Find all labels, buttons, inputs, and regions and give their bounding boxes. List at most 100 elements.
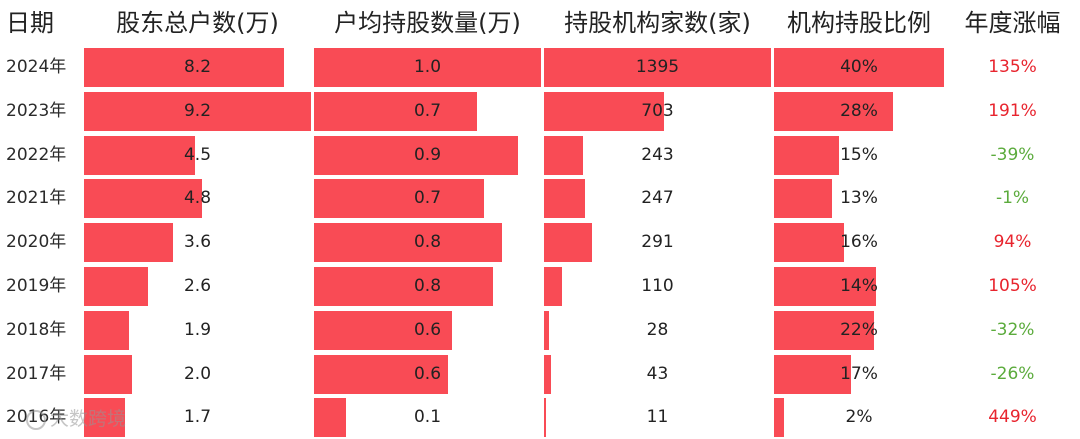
- annual-change-value: 105%: [988, 276, 1037, 296]
- value-holders: 8.2: [183, 57, 212, 77]
- header-date: 日期: [6, 9, 54, 37]
- table-row: 2022年 4.5 0.9 243 15% -39%: [0, 134, 1080, 177]
- cell-per-holder: 0.6: [314, 310, 541, 350]
- cell-per-holder: 0.9: [314, 135, 541, 175]
- bar-institutions: [544, 48, 771, 87]
- watermark-logo-icon: [26, 409, 46, 430]
- value-inst-ratio: 17%: [840, 363, 878, 384]
- bar-institutions: [544, 135, 583, 175]
- value-institutions: 28: [646, 319, 669, 340]
- table-row: 2016年 1.7 0.1 11 2% 449%: [0, 396, 1080, 439]
- value-holders: 9.2: [183, 100, 212, 121]
- cell-institutions: 110: [544, 267, 771, 306]
- cell-per-holder: 0.8: [314, 267, 541, 306]
- bar-inst-ratio: [774, 354, 851, 394]
- bar-institutions: [544, 223, 592, 263]
- cell-holders: 2.0: [84, 354, 311, 394]
- value-per-holder: 0.8: [413, 232, 442, 253]
- value-institutions: 43: [646, 363, 669, 384]
- value-inst-ratio: 13%: [840, 188, 878, 209]
- annual-change-value: -39%: [990, 144, 1035, 165]
- bar-holders: [84, 398, 125, 438]
- bar-institutions: [544, 179, 585, 219]
- annual-change-value: 94%: [993, 232, 1032, 253]
- cell-holders: 2.6: [84, 267, 311, 306]
- bar-inst-ratio: [774, 223, 844, 263]
- bar-per-holder: [314, 48, 541, 87]
- cell-holders: 4.8: [84, 179, 311, 219]
- annual-change-value: 135%: [988, 57, 1037, 77]
- bar-per-holder: [314, 223, 502, 263]
- header-per-holder: 户均持股数量(万): [334, 9, 521, 37]
- header-annual-change: 年度涨幅: [964, 9, 1061, 37]
- cell-inst-ratio: 13%: [774, 179, 944, 219]
- cell-per-holder: 0.8: [314, 223, 541, 263]
- annual-change-value: -32%: [990, 319, 1035, 340]
- cell-inst-ratio: 16%: [774, 223, 944, 263]
- bar-inst-ratio: [774, 179, 832, 219]
- row-date: 2019年: [6, 276, 67, 296]
- row-date: 2024年: [6, 57, 67, 77]
- annual-change-value: -1%: [995, 188, 1030, 209]
- value-per-holder: 0.9: [413, 144, 442, 165]
- table-row: 2021年 4.8 0.7 247 13% -1%: [0, 177, 1080, 220]
- row-date: 2017年: [6, 363, 67, 384]
- cell-inst-ratio: 17%: [774, 354, 944, 394]
- value-per-holder: 0.8: [413, 276, 442, 296]
- bar-holders: [84, 223, 173, 263]
- table-row: 2018年 1.9 0.6 28 22% -32%: [0, 309, 1080, 352]
- cell-institutions: 43: [544, 354, 771, 394]
- cell-institutions: 291: [544, 223, 771, 263]
- value-holders: 2.0: [183, 363, 212, 384]
- row-date: 2022年: [6, 144, 67, 165]
- value-per-holder: 0.1: [413, 407, 442, 428]
- bar-per-holder: [314, 267, 493, 306]
- bar-holders: [84, 267, 148, 306]
- cell-per-holder: 0.7: [314, 91, 541, 131]
- bar-inst-ratio: [774, 267, 876, 306]
- bar-holders: [84, 179, 202, 219]
- bar-per-holder: [314, 398, 346, 438]
- value-inst-ratio: 15%: [840, 144, 878, 165]
- header-inst-ratio: 机构持股比例: [787, 9, 931, 37]
- value-per-holder: 0.6: [413, 363, 442, 384]
- cell-institutions: 11: [544, 398, 771, 438]
- bar-institutions: [544, 310, 549, 350]
- cell-institutions: 243: [544, 135, 771, 175]
- bar-inst-ratio: [774, 48, 944, 87]
- bar-per-holder: [314, 310, 452, 350]
- table-row: 2017年 2.0 0.6 43 17% -26%: [0, 353, 1080, 396]
- row-date: 2021年: [6, 188, 67, 209]
- bar-per-holder: [314, 135, 518, 175]
- value-inst-ratio: 2%: [845, 407, 873, 428]
- bar-inst-ratio: [774, 135, 839, 175]
- cell-holders: 1.9: [84, 310, 311, 350]
- value-per-holder: 1.0: [413, 57, 442, 77]
- value-holders: 2.6: [183, 276, 212, 296]
- value-inst-ratio: 40%: [840, 57, 878, 77]
- value-holders: 4.5: [183, 144, 212, 165]
- row-date: 2020年: [6, 232, 67, 253]
- cell-institutions: 703: [544, 91, 771, 131]
- value-inst-ratio: 16%: [840, 232, 878, 253]
- bar-holders: [84, 310, 129, 350]
- bar-holders: [84, 91, 311, 131]
- watermark: 大数跨境: [26, 404, 126, 434]
- cell-inst-ratio: 28%: [774, 91, 944, 131]
- cell-holders: 8.2: [84, 48, 311, 87]
- row-date: 2023年: [6, 100, 67, 121]
- value-per-holder: 0.7: [413, 100, 442, 121]
- value-per-holder: 0.6: [413, 319, 442, 340]
- annual-change-value: 191%: [988, 100, 1037, 121]
- cell-inst-ratio: 40%: [774, 48, 944, 87]
- bar-institutions: [544, 398, 546, 438]
- cell-institutions: 1395: [544, 48, 771, 87]
- value-holders: 3.6: [183, 232, 212, 253]
- value-inst-ratio: 22%: [840, 319, 878, 340]
- cell-inst-ratio: 15%: [774, 135, 944, 175]
- cell-holders: 4.5: [84, 135, 311, 175]
- value-institutions: 11: [646, 407, 669, 428]
- cell-holders: 9.2: [84, 91, 311, 131]
- header-institutions: 持股机构家数(家): [564, 9, 751, 37]
